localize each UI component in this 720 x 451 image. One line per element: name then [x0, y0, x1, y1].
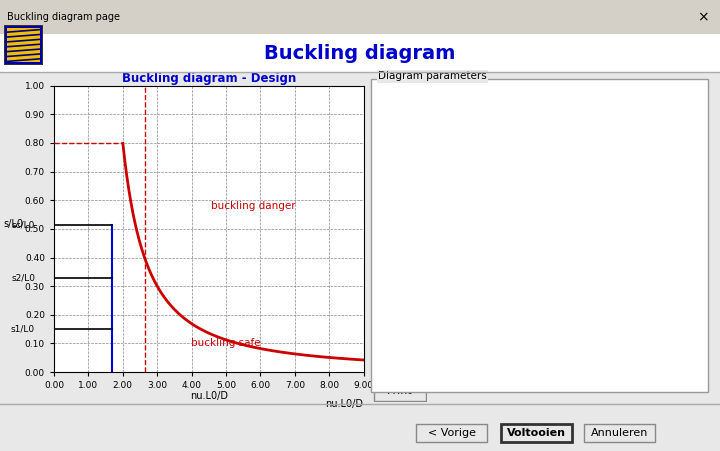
Text: --: --: [626, 201, 634, 211]
Text: nu.L0/D: nu.L0/D: [325, 399, 364, 409]
Text: :: :: [649, 359, 652, 369]
Text: --: --: [626, 181, 634, 191]
Text: sc/L0: sc/L0: [12, 221, 35, 230]
Text: 0.151: 0.151: [671, 201, 701, 211]
Text: :: :: [649, 221, 652, 230]
Text: :: :: [649, 102, 652, 112]
Text: < Vorige: < Vorige: [428, 428, 476, 437]
Text: Diagram parameters: Diagram parameters: [378, 71, 487, 81]
Text: Slenderness grade limit: Slenderness grade limit: [436, 280, 559, 290]
Title: Buckling diagram - Design: Buckling diagram - Design: [122, 72, 296, 84]
Text: s1/L0: s1/L0: [11, 324, 35, 333]
Text: S_K: S_K: [590, 359, 609, 369]
Text: Print: Print: [387, 387, 413, 396]
FancyBboxPatch shape: [374, 382, 426, 401]
FancyBboxPatch shape: [416, 423, 487, 442]
Text: 2.633: 2.633: [671, 280, 701, 290]
Text: 0.0: 0.0: [685, 339, 701, 349]
Text: :: :: [649, 122, 652, 132]
Text: Safety factor on buckling: Safety factor on buckling: [428, 359, 559, 369]
Text: 0.50: 0.50: [678, 142, 701, 152]
Text: Bloc deflection/length ratio: Bloc deflection/length ratio: [418, 240, 559, 250]
Text: 0.00: 0.00: [678, 359, 701, 369]
Text: 1.694: 1.694: [671, 181, 701, 191]
Text: mm: mm: [620, 339, 640, 349]
Text: --: --: [626, 221, 634, 230]
FancyBboxPatch shape: [584, 423, 655, 442]
Text: --: --: [626, 280, 634, 290]
Text: nu.L0/D: nu.L0/D: [580, 181, 620, 191]
Text: s_K/L_0: s_K/L_0: [581, 299, 619, 310]
Text: Buckling diagram: Buckling diagram: [264, 44, 456, 63]
Text: nu: nu: [593, 142, 606, 152]
Text: Buckling safe :: Buckling safe :: [573, 378, 650, 389]
Text: :: :: [649, 181, 652, 191]
Text: L_0: L_0: [591, 121, 608, 132]
Text: D: D: [596, 102, 604, 112]
Text: Slenderness grade: Slenderness grade: [462, 181, 559, 191]
Text: :: :: [649, 299, 652, 309]
Text: --: --: [626, 240, 634, 250]
Text: 0.513: 0.513: [671, 240, 701, 250]
Text: Limit deflection/length ratio: Limit deflection/length ratio: [414, 299, 559, 309]
Text: Minor deflection/length ratio: Minor deflection/length ratio: [410, 201, 559, 211]
FancyBboxPatch shape: [500, 423, 572, 442]
Text: Yes: Yes: [684, 378, 701, 389]
Text: nu.L0/D: nu.L0/D: [580, 280, 620, 290]
Text: Mean diameter of coil: Mean diameter of coil: [446, 102, 559, 112]
Text: Influence factor spring seat: Influence factor spring seat: [415, 142, 559, 152]
Text: s_2/L_0: s_2/L_0: [581, 220, 619, 231]
Text: 0.328: 0.328: [671, 221, 701, 230]
Text: mm: mm: [620, 102, 640, 112]
X-axis label: nu.L0/D: nu.L0/D: [190, 391, 228, 401]
Text: buckling danger: buckling danger: [211, 201, 296, 211]
Text: s_c/L_0: s_c/L_0: [581, 240, 618, 251]
Text: :: :: [649, 142, 652, 152]
Text: 35.00: 35.00: [671, 102, 701, 112]
Text: s_K: s_K: [591, 339, 608, 350]
Text: 0.808: 0.808: [671, 299, 701, 309]
Text: mm: mm: [620, 122, 640, 132]
Text: Annuleren: Annuleren: [591, 428, 648, 437]
Bar: [6, 28, 40, 62]
Text: s2/L0: s2/L0: [11, 274, 35, 283]
Text: :: :: [649, 280, 652, 290]
Text: Nominal free length of spring: Nominal free length of spring: [406, 122, 559, 132]
Text: Major deflection/length ratio: Major deflection/length ratio: [411, 221, 559, 230]
Text: Buckling on deflection of: Buckling on deflection of: [430, 339, 559, 349]
Text: Voltooien: Voltooien: [507, 428, 565, 437]
Text: :: :: [649, 201, 652, 211]
Text: --: --: [626, 142, 634, 152]
Text: Buckling diagram page: Buckling diagram page: [7, 12, 120, 22]
Text: --: --: [626, 299, 634, 309]
Text: 119: 119: [681, 122, 701, 132]
Text: buckling safe: buckling safe: [192, 338, 261, 349]
Text: :: :: [649, 339, 652, 349]
Text: s_1/L_0: s_1/L_0: [581, 200, 619, 212]
Text: --: --: [626, 359, 634, 369]
Text: ×: ×: [698, 10, 709, 24]
Text: :: :: [649, 240, 652, 250]
Y-axis label: s/L0: s/L0: [4, 219, 24, 229]
